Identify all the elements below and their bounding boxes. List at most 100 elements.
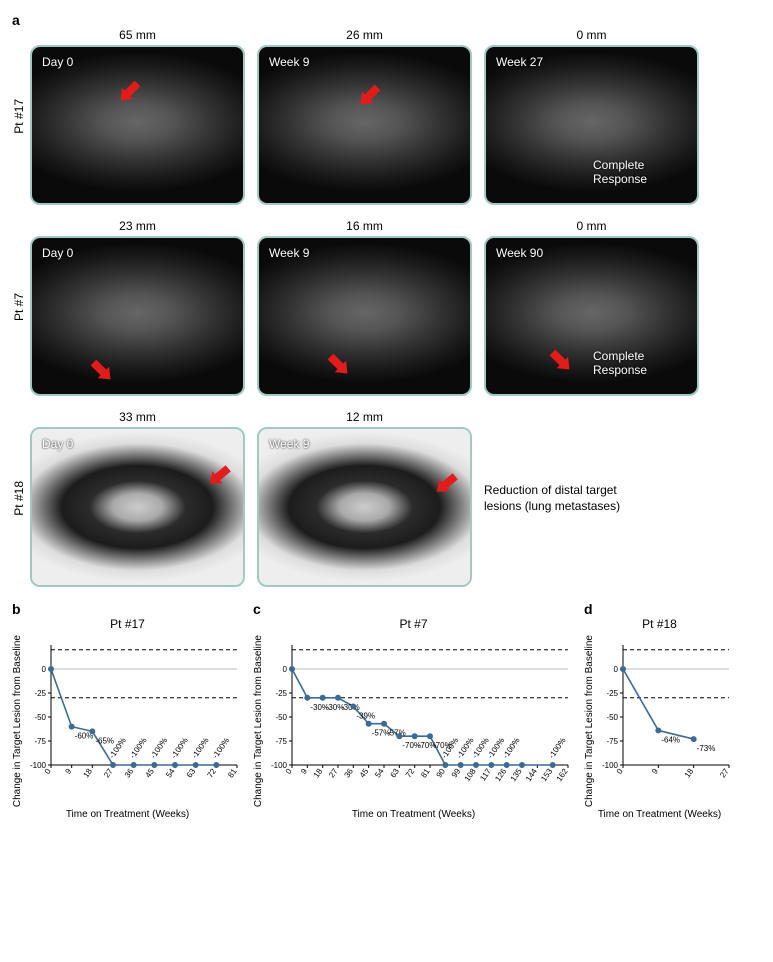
scan-cell: 12 mm Week 9	[257, 410, 472, 587]
svg-text:54: 54	[164, 766, 177, 779]
svg-text:63: 63	[388, 766, 401, 779]
panel-label: d	[584, 601, 735, 617]
svg-text:81: 81	[226, 766, 239, 779]
scan-image: Week 27 Complete Response	[484, 45, 699, 205]
scan-image: Day 0	[30, 236, 245, 396]
chart-title: Pt #17	[110, 617, 145, 631]
timepoint-label: Week 90	[496, 246, 543, 260]
scan-cell: 0 mm Week 27 Complete Response	[484, 28, 699, 205]
chart-title: Pt #7	[399, 617, 427, 631]
measurement-label: 33 mm	[119, 410, 156, 424]
patient-label: Pt #17	[12, 99, 30, 134]
measurement-label: 0 mm	[577, 28, 607, 42]
scan-image: Day 0	[30, 427, 245, 587]
svg-text:153: 153	[539, 766, 554, 783]
svg-text:-100%: -100%	[547, 736, 568, 760]
scan-bg	[259, 429, 470, 585]
scan-image: Day 0	[30, 45, 245, 205]
svg-text:45: 45	[143, 766, 156, 779]
timepoint-label: Week 9	[269, 246, 309, 260]
scan-cell: 23 mm Day 0	[30, 219, 245, 396]
line-chart: 0-25-50-75-100091827364554637281-60%-65%…	[23, 639, 243, 799]
svg-text:-100%: -100%	[211, 736, 232, 760]
svg-text:117: 117	[478, 766, 493, 782]
svg-text:-25: -25	[34, 689, 46, 698]
svg-text:45: 45	[358, 766, 371, 779]
svg-text:-50: -50	[34, 713, 46, 722]
scan-image: Week 9	[257, 45, 472, 205]
svg-text:99: 99	[450, 766, 463, 779]
chart-title: Pt #18	[642, 617, 677, 631]
svg-text:135: 135	[509, 766, 524, 783]
response-label: Complete Response	[593, 350, 683, 378]
timepoint-label: Week 9	[269, 437, 309, 451]
svg-text:0: 0	[283, 665, 288, 674]
svg-text:-100%: -100%	[190, 736, 211, 760]
svg-text:0: 0	[42, 665, 47, 674]
svg-text:-30%: -30%	[341, 702, 360, 711]
timepoint-label: Day 0	[42, 437, 73, 451]
svg-text:-50: -50	[606, 713, 618, 722]
timepoint-label: Day 0	[42, 246, 73, 260]
svg-text:18: 18	[312, 766, 325, 779]
svg-text:162: 162	[555, 766, 570, 783]
svg-text:72: 72	[205, 766, 218, 779]
svg-text:36: 36	[123, 766, 136, 779]
svg-text:-65%: -65%	[95, 736, 114, 745]
svg-text:-75: -75	[275, 737, 287, 746]
measurement-label: 23 mm	[119, 219, 156, 233]
scan-bg	[32, 429, 243, 585]
svg-text:18: 18	[81, 766, 94, 779]
svg-text:27: 27	[718, 766, 731, 779]
svg-text:-100%: -100%	[149, 736, 170, 760]
svg-text:144: 144	[524, 766, 539, 783]
scan-image: Week 90 Complete Response	[484, 236, 699, 396]
panel-label: b	[12, 601, 243, 617]
svg-text:63: 63	[185, 766, 198, 779]
svg-text:27: 27	[327, 766, 340, 779]
scan-cell: 0 mm Week 90 Complete Response	[484, 219, 699, 396]
scan-image: Week 9	[257, 236, 472, 396]
svg-text:72: 72	[404, 766, 417, 779]
svg-text:-73%: -73%	[697, 744, 716, 753]
measurement-label: 12 mm	[346, 410, 383, 424]
timepoint-label: Week 9	[269, 55, 309, 69]
scan-cell: 16 mm Week 9	[257, 219, 472, 396]
timepoint-label: Week 27	[496, 55, 543, 69]
scan-bg	[32, 47, 243, 203]
scan-cell: 33 mm Day 0	[30, 410, 245, 587]
svg-text:-100%: -100%	[128, 736, 149, 760]
svg-text:-50: -50	[275, 713, 287, 722]
svg-text:54: 54	[373, 766, 386, 779]
svg-text:90: 90	[434, 766, 447, 779]
measurement-label: 0 mm	[577, 219, 607, 233]
chart-panel: dPt #18 Change in Target Lesion from Base…	[584, 601, 735, 820]
line-chart: 0-25-50-75-10009182736455463728190991081…	[264, 639, 574, 799]
measurement-label: 16 mm	[346, 219, 383, 233]
measurement-label: 65 mm	[119, 28, 156, 42]
measurement-label: 26 mm	[346, 28, 383, 42]
scan-bg	[32, 238, 243, 394]
panel-a-label: a	[12, 12, 761, 28]
svg-text:-75: -75	[606, 737, 618, 746]
panel-label: c	[253, 601, 574, 617]
x-axis-label: Time on Treatment (Weeks)	[66, 809, 189, 820]
scan-row: Pt #7 23 mm Day 0 16 mm Week 9 0 mm Week 90 Com…	[12, 219, 761, 396]
svg-text:0: 0	[614, 665, 619, 674]
patient-label: Pt #7	[12, 293, 30, 321]
svg-text:-75: -75	[34, 737, 46, 746]
x-axis-label: Time on Treatment (Weeks)	[352, 809, 475, 820]
svg-text:-39%: -39%	[356, 711, 375, 720]
scan-image: Week 9	[257, 427, 472, 587]
svg-text:81: 81	[419, 766, 432, 779]
svg-text:-25: -25	[275, 689, 287, 698]
scan-cell: 26 mm Week 9	[257, 28, 472, 205]
response-label: Complete Response	[593, 159, 683, 187]
svg-text:36: 36	[342, 766, 355, 779]
line-chart: 0-25-50-75-100091827-64%-73%	[595, 639, 735, 799]
y-axis-label: Change in Target Lesion from Baseline	[584, 635, 595, 807]
y-axis-label: Change in Target Lesion from Baseline	[12, 635, 23, 807]
svg-text:-100%: -100%	[169, 736, 190, 760]
svg-text:27: 27	[102, 766, 115, 779]
chart-panel: cPt #7Change in Target Lesion from Basel…	[253, 601, 574, 820]
